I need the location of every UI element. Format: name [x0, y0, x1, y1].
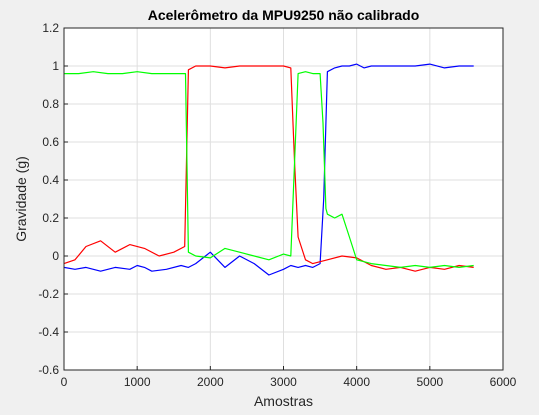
y-tick-label: -0.4: [38, 325, 59, 339]
y-axis-title: Gravidade (g): [13, 156, 29, 242]
x-tick-label: 6000: [490, 375, 517, 389]
series-line-3: [64, 71, 474, 268]
y-tick-label: 0: [52, 249, 59, 263]
y-tick-label: 0.4: [42, 173, 59, 187]
series-lines: [63, 63, 474, 276]
x-tick-label: 0: [61, 375, 68, 389]
y-tick-label: 1.2: [42, 21, 59, 35]
y-tick-label: -0.6: [38, 363, 59, 377]
x-axis-title: Amostras: [254, 393, 313, 409]
x-tick-label: 3000: [270, 375, 297, 389]
chart-title: Acelerômetro da MPU9250 não calibrado: [148, 7, 420, 23]
y-tick-label: 0.2: [42, 211, 59, 225]
y-tick-label: 0.8: [42, 97, 59, 111]
x-tick-label: 5000: [416, 375, 443, 389]
y-tick-label: -0.2: [38, 287, 59, 301]
y-tick-label: 0.6: [42, 135, 59, 149]
x-tick-label: 1000: [124, 375, 151, 389]
series-line-1: [63, 63, 474, 276]
x-tick-label: 4000: [343, 375, 370, 389]
y-tick-label: 1: [52, 59, 59, 73]
series-line-2: [63, 65, 474, 272]
ticks: 0 1000 2000 3000 4000 5000 6000 -0.6 -0.4 -0.2 0 0.…: [38, 21, 516, 389]
x-tick-label: 2000: [197, 375, 224, 389]
